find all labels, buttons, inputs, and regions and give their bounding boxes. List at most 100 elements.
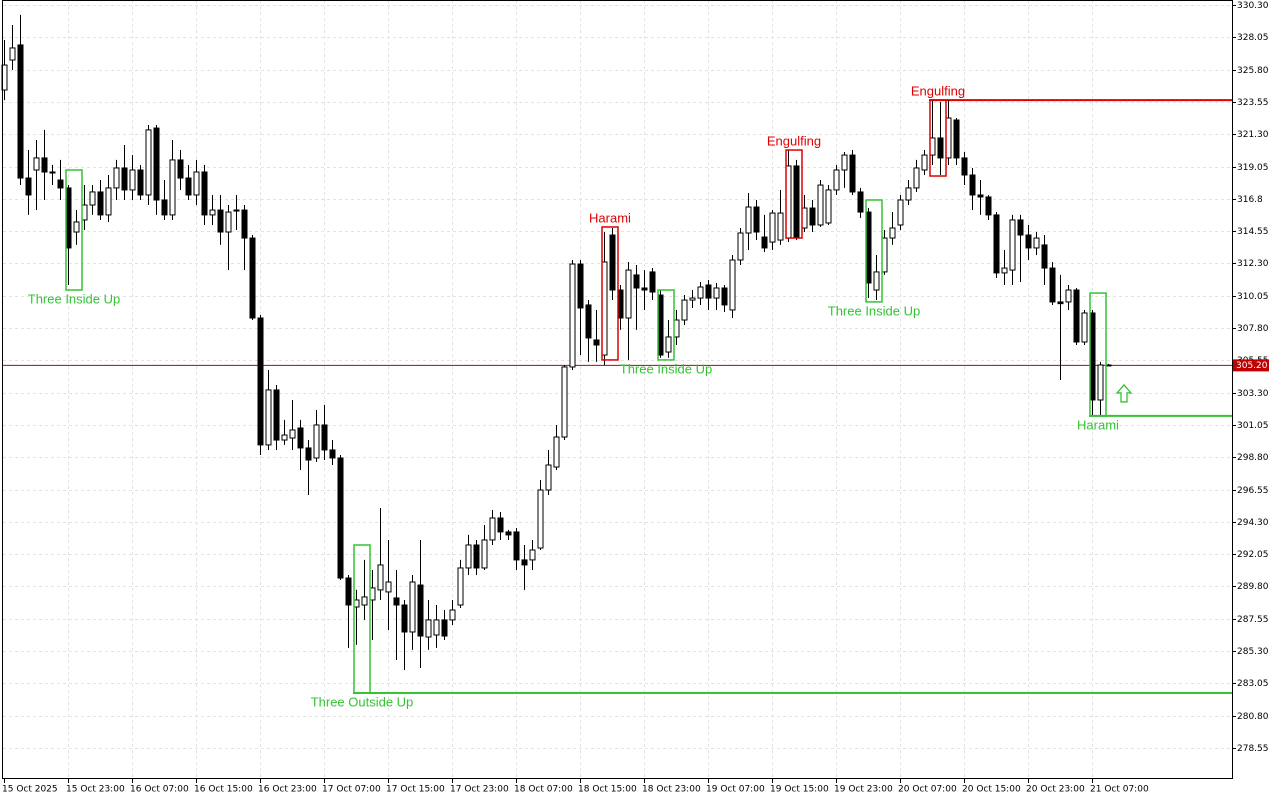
candle-body [441,619,448,637]
levels [3,99,1232,695]
candle-body [417,584,424,637]
candle-body [401,604,408,633]
candle-body [969,174,976,196]
candle-body [393,597,400,606]
candle-body [529,549,536,561]
pattern-label: Engulfing [767,133,821,148]
candle-body [585,304,592,339]
y-tick-label: 280.80 [1237,712,1269,722]
candle-body [713,287,720,299]
candle-body [473,544,480,569]
candle-body [49,171,56,174]
candle-body [697,286,704,299]
pattern-label: Three Outside Up [311,694,414,709]
candle-body [249,237,256,319]
x-tick-label: 17 Oct 07:00 [322,785,381,795]
candle-body [1073,289,1080,343]
candle-body [345,577,352,606]
candle-body [305,447,312,461]
candle-body [577,263,584,309]
candle-body [41,157,48,173]
x-tick-label: 19 Oct 23:00 [834,785,893,795]
candle-body [721,287,728,306]
candle-body [449,609,456,621]
candle-body [961,157,968,176]
candle-body [169,159,176,216]
candle-body [9,47,16,61]
candle-body [265,389,272,446]
y-tick-label: 321.30 [1237,130,1269,140]
candle-body [145,129,152,196]
candle-body [649,271,656,293]
candle-body [137,169,144,196]
candle-body [889,227,896,239]
x-tick-label: 17 Oct 23:00 [450,785,509,795]
candle-body [761,236,768,249]
candle-body [105,187,112,216]
candle-body [937,137,944,159]
candles [1,14,1112,671]
candle-body [729,259,736,311]
y-tick-label: 330.30 [1237,1,1269,11]
candle-body [1025,234,1032,249]
candle-body [609,234,616,291]
annotations: Three Inside Up Three Outside Up Harami Thr… [28,84,1133,709]
y-tick-label: 323.55 [1237,98,1269,108]
x-tick-label: 18 Oct 23:00 [642,785,701,795]
y-tick-label: 294.30 [1237,518,1269,528]
candle-body [153,127,160,201]
candle-body [513,531,520,561]
candle-body [497,517,504,533]
candle-body [897,199,904,226]
candle-body [849,154,856,193]
candle-body [777,212,784,241]
candle-body [337,457,344,579]
candle-body [193,171,200,196]
candle-body [1041,244,1048,269]
candle-body [921,154,928,171]
candle-body [113,167,120,189]
candle-body [177,159,184,179]
candle-body [953,119,960,159]
candle-body [985,196,992,216]
y-tick-label: 289.80 [1237,582,1269,592]
candle-body [505,531,512,536]
candle-body [185,177,192,196]
pattern-label: Harami [589,210,631,225]
candle-body [537,489,544,549]
candle-body [873,271,880,291]
y-tick-label: 310.05 [1237,292,1269,302]
y-tick-label: 307.80 [1237,324,1269,334]
y-tick-label: 298.80 [1237,453,1269,463]
y-tick-label: 328.05 [1237,33,1269,43]
x-tick-label: 19 Oct 15:00 [770,785,829,795]
candle-body [665,336,672,353]
candle-body [489,517,496,541]
last-price-tag [1233,359,1269,372]
candle-body [73,221,80,233]
candle-body [1017,219,1024,236]
y-tick-label: 285.30 [1237,647,1269,657]
candle-body [121,167,128,191]
candle-body [409,581,416,633]
x-tick-label: 17 Oct 15:00 [386,785,445,795]
y-tick-label: 319.05 [1237,163,1269,173]
x-tick-label: 15 Oct 2025 [2,785,58,795]
candle-body [201,171,208,216]
x-tick-label: 18 Oct 07:00 [514,785,573,795]
pattern-box [353,544,371,694]
candle-body [1049,267,1056,303]
candle-body [825,189,832,224]
x-tick-label: 20 Oct 23:00 [1026,785,1085,795]
pattern-box [785,149,803,239]
x-tick-label: 18 Oct 15:00 [578,785,637,795]
candle-body [625,269,632,319]
y-tick-label: 316.8 [1237,195,1263,205]
candle-body [329,449,336,459]
candle-body [465,544,472,569]
pattern-box [657,289,675,361]
candle-body [273,389,280,441]
signal-arrow [1115,383,1133,403]
